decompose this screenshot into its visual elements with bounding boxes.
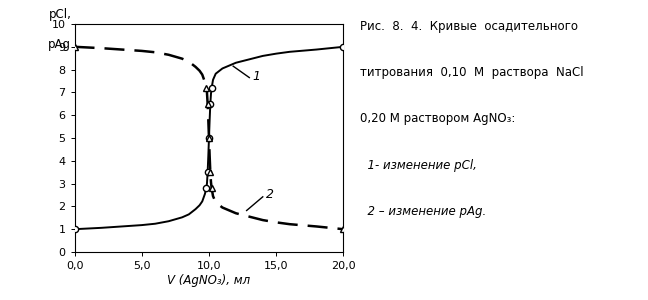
Text: 0,20 М раствором AgNO₃:: 0,20 М раствором AgNO₃: xyxy=(360,112,515,125)
Text: 1: 1 xyxy=(252,70,260,83)
Text: титрования  0,10  М  раствора  NaCl: титрования 0,10 М раствора NaCl xyxy=(360,66,583,79)
Text: 1- изменение pCl,: 1- изменение pCl, xyxy=(360,158,476,172)
Text: pCl,: pCl, xyxy=(49,8,71,21)
Text: pAg: pAg xyxy=(49,38,71,51)
Text: 2 – изменение pAg.: 2 – изменение pAg. xyxy=(360,205,486,218)
X-axis label: V (AgNO₃), мл: V (AgNO₃), мл xyxy=(167,274,251,287)
Text: 2: 2 xyxy=(266,188,273,201)
Text: Рис.  8.  4.  Кривые  осадительного: Рис. 8. 4. Кривые осадительного xyxy=(360,20,577,33)
